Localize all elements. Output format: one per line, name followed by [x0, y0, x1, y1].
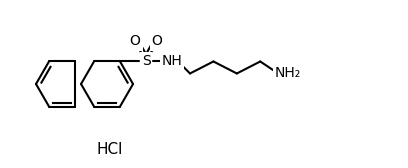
Text: O: O — [152, 34, 162, 49]
Text: O: O — [130, 34, 140, 49]
Text: HCl: HCl — [97, 142, 123, 158]
Text: S: S — [142, 54, 151, 69]
Text: NH₂: NH₂ — [275, 67, 302, 80]
Text: NH: NH — [162, 54, 182, 69]
